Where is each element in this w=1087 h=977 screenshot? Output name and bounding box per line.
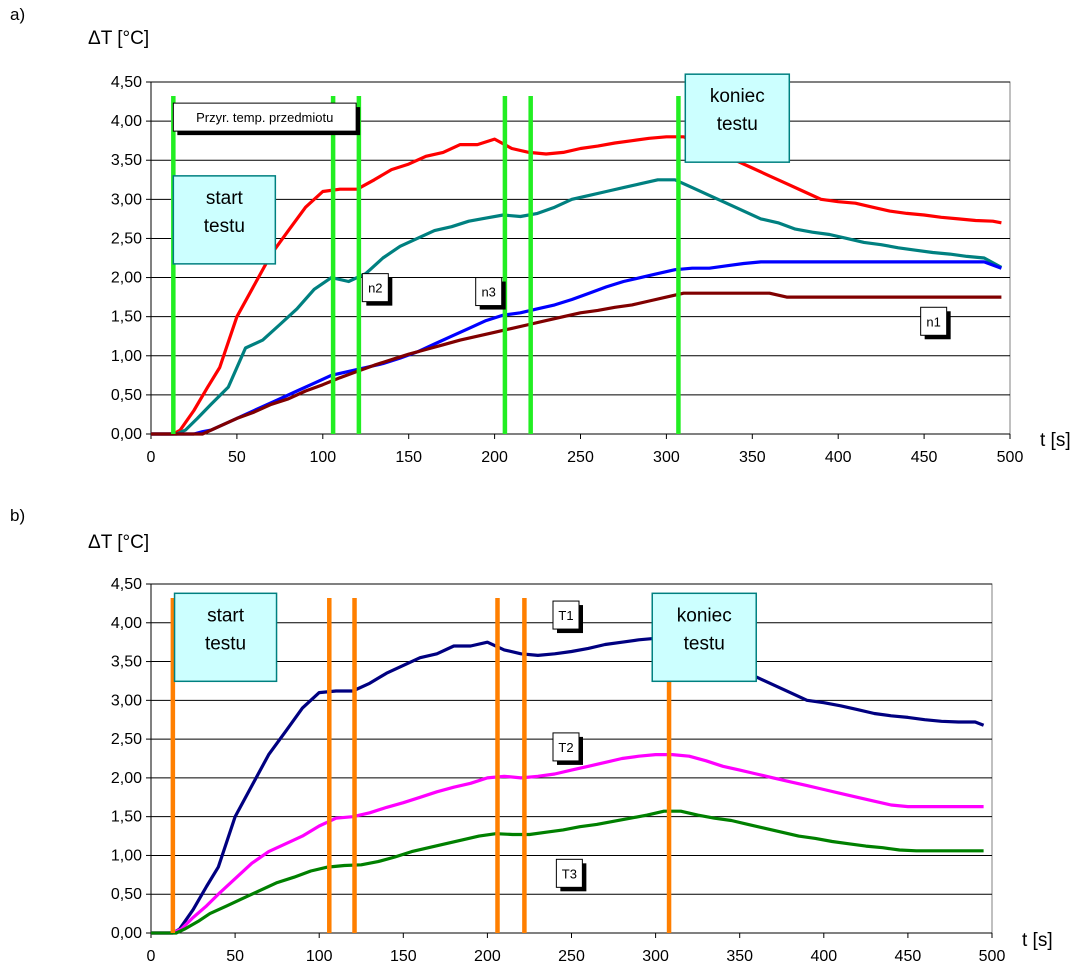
chart-a-callout-bg (172, 175, 277, 265)
chart-b-callout-text: testu (205, 633, 246, 654)
chart-a-callout-text: koniec (710, 86, 765, 107)
chart-a-tag-text: n3 (481, 285, 495, 300)
chart-a-x-tick-label: 50 (228, 449, 246, 466)
chart-a-y-tick-label: 0,00 (111, 426, 142, 443)
chart-b-callout-text: start (207, 605, 245, 626)
chart-b-callout-text: koniec (677, 605, 732, 626)
chart-a-tag: n2 (361, 273, 393, 306)
chart-b-x-tick-label: 300 (642, 948, 669, 965)
chart-a-series-line-n1 (151, 291, 1002, 436)
chart-b-y-tick-label: 3,50 (111, 654, 142, 671)
chart-a-y-tick-label: 0,50 (111, 387, 142, 404)
chart-a-callout-text: testu (204, 216, 245, 237)
chart-b-tag: T2 (552, 732, 583, 765)
chart-b-x-tick-label: 200 (474, 948, 501, 965)
chart-a-tag-bg (920, 306, 948, 336)
chart-b-x-tick-label: 0 (147, 948, 156, 965)
chart-b-tag-text: T1 (558, 608, 573, 623)
chart-b-callout-bg (651, 592, 757, 683)
chart-a-y-tick-label: 2,00 (111, 270, 142, 287)
chart-a-x-axis-title: t [s] (1040, 430, 1071, 451)
chart-a-x-tick-label: 400 (825, 449, 852, 466)
chart-a-x-tick-label: 500 (997, 449, 1024, 466)
chart-a-y-tick-label: 1,00 (111, 348, 142, 365)
chart-b-x-axis-title: t [s] (1022, 930, 1053, 951)
chart-a-tag-bg (172, 102, 357, 132)
chart-b-y-tick-label: 1,50 (111, 809, 142, 826)
chart-b-series-line-t3 (151, 809, 984, 935)
chart-b: b) ΔT [°C] t [s] 0,00 0,50 1,00 1,50 2,00 2,50 3,… (10, 506, 1053, 965)
chart-a-x-tick-label: 450 (911, 449, 938, 466)
chart-b-x-tick-label: 450 (895, 948, 922, 965)
chart-b-tag-bg (552, 600, 580, 630)
chart-a-x-tick-label: 0 (147, 449, 156, 466)
chart-b-x-tick-label: 500 (979, 948, 1006, 965)
chart-a-tag: n1 (920, 306, 951, 340)
chart-a-tag: n3 (475, 277, 506, 310)
chart-b-x-tick-label: 250 (558, 948, 585, 965)
chart-b-x-tick-label: 350 (726, 948, 753, 965)
chart-b-y-tick-label: 4,50 (111, 576, 142, 593)
chart-b-x-tick-label: 100 (306, 948, 333, 965)
chart-b-tag: T1 (552, 600, 583, 634)
chart-a: a) ΔT [°C] t [s] 0,00 0,50 1,00 1,50 2,00 2,50 3,… (10, 5, 1071, 466)
chart-a-y-axis-title: ΔT [°C] (88, 28, 149, 49)
chart-b-tag-bg (555, 858, 583, 888)
chart-b-callout-box: start testu (173, 592, 278, 683)
chart-b-x-tick-label: 400 (810, 948, 837, 965)
chart-a-x-tick-label: 150 (395, 449, 422, 466)
chart-b-series-line-t2 (151, 753, 984, 935)
chart-b-y-tick-label: 2,50 (111, 731, 142, 748)
chart-b-callout-bg (173, 592, 278, 683)
chart-a-y-tick-label: 4,50 (111, 74, 142, 91)
chart-a-callout-box: start testu (172, 175, 277, 265)
chart-b-callout-text: testu (684, 633, 725, 654)
chart-b-x-tick-label: 150 (390, 948, 417, 965)
chart-a-tag-bg (361, 273, 389, 303)
chart-a-y-tick-label: 3,50 (111, 152, 142, 169)
chart-b-series-line-t1 (151, 636, 985, 935)
chart-a-series-line-n2 (151, 178, 1003, 436)
chart-b-tag-bg (552, 732, 580, 762)
chart-b-y-tick-label: 3,00 (111, 692, 142, 709)
chart-a-tag-bg (475, 277, 503, 307)
chart-a-tag-text: n2 (368, 281, 382, 296)
chart-a-y-tick-label: 2,50 (111, 230, 142, 247)
chart-a-y-tick-label: 3,00 (111, 191, 142, 208)
chart-a-series-line-przyr-temp-przedmiotu (151, 135, 1002, 436)
chart-a-x-tick-label: 350 (739, 449, 766, 466)
chart-a-callout-bg (684, 73, 791, 163)
chart-a-tag: Przyr. temp. przedmiotu (172, 102, 361, 136)
chart-a-x-tick-label: 250 (567, 449, 594, 466)
chart-b-y-tick-label: 4,00 (111, 615, 142, 632)
chart-b-y-axis-title: ΔT [°C] (88, 532, 149, 553)
chart-b-y-tick-label: 0,50 (111, 886, 142, 903)
chart-b-y-tick-label: 1,00 (111, 847, 142, 864)
chart-a-tag-text: Przyr. temp. przedmiotu (196, 110, 333, 125)
chart-a-panel-label: a) (10, 5, 25, 24)
chart-a-y-tick-label: 4,00 (111, 113, 142, 130)
chart-b-x-tick-label: 50 (226, 948, 244, 965)
chart-a-x-tick-label: 200 (481, 449, 508, 466)
chart-a-callout-box: koniec testu (684, 73, 791, 163)
chart-a-callout-text: testu (717, 114, 758, 135)
chart-a-callout-text: start (206, 188, 244, 209)
chart-a-series-line-n3 (151, 260, 1002, 436)
chart-b-callout-box: koniec testu (651, 592, 757, 683)
chart-b-tag: T3 (555, 858, 587, 892)
chart-b-y-tick-label: 2,00 (111, 770, 142, 787)
chart-a-tag-text: n1 (926, 314, 940, 329)
chart-a-x-tick-label: 100 (309, 449, 336, 466)
chart-b-panel-label: b) (10, 506, 25, 525)
chart-a-y-tick-label: 1,50 (111, 309, 142, 326)
chart-b-y-tick-label: 0,00 (111, 925, 142, 942)
chart-a-x-tick-label: 300 (653, 449, 680, 466)
chart-b-tag-text: T2 (558, 740, 573, 755)
chart-b-tag-text: T3 (562, 866, 577, 881)
